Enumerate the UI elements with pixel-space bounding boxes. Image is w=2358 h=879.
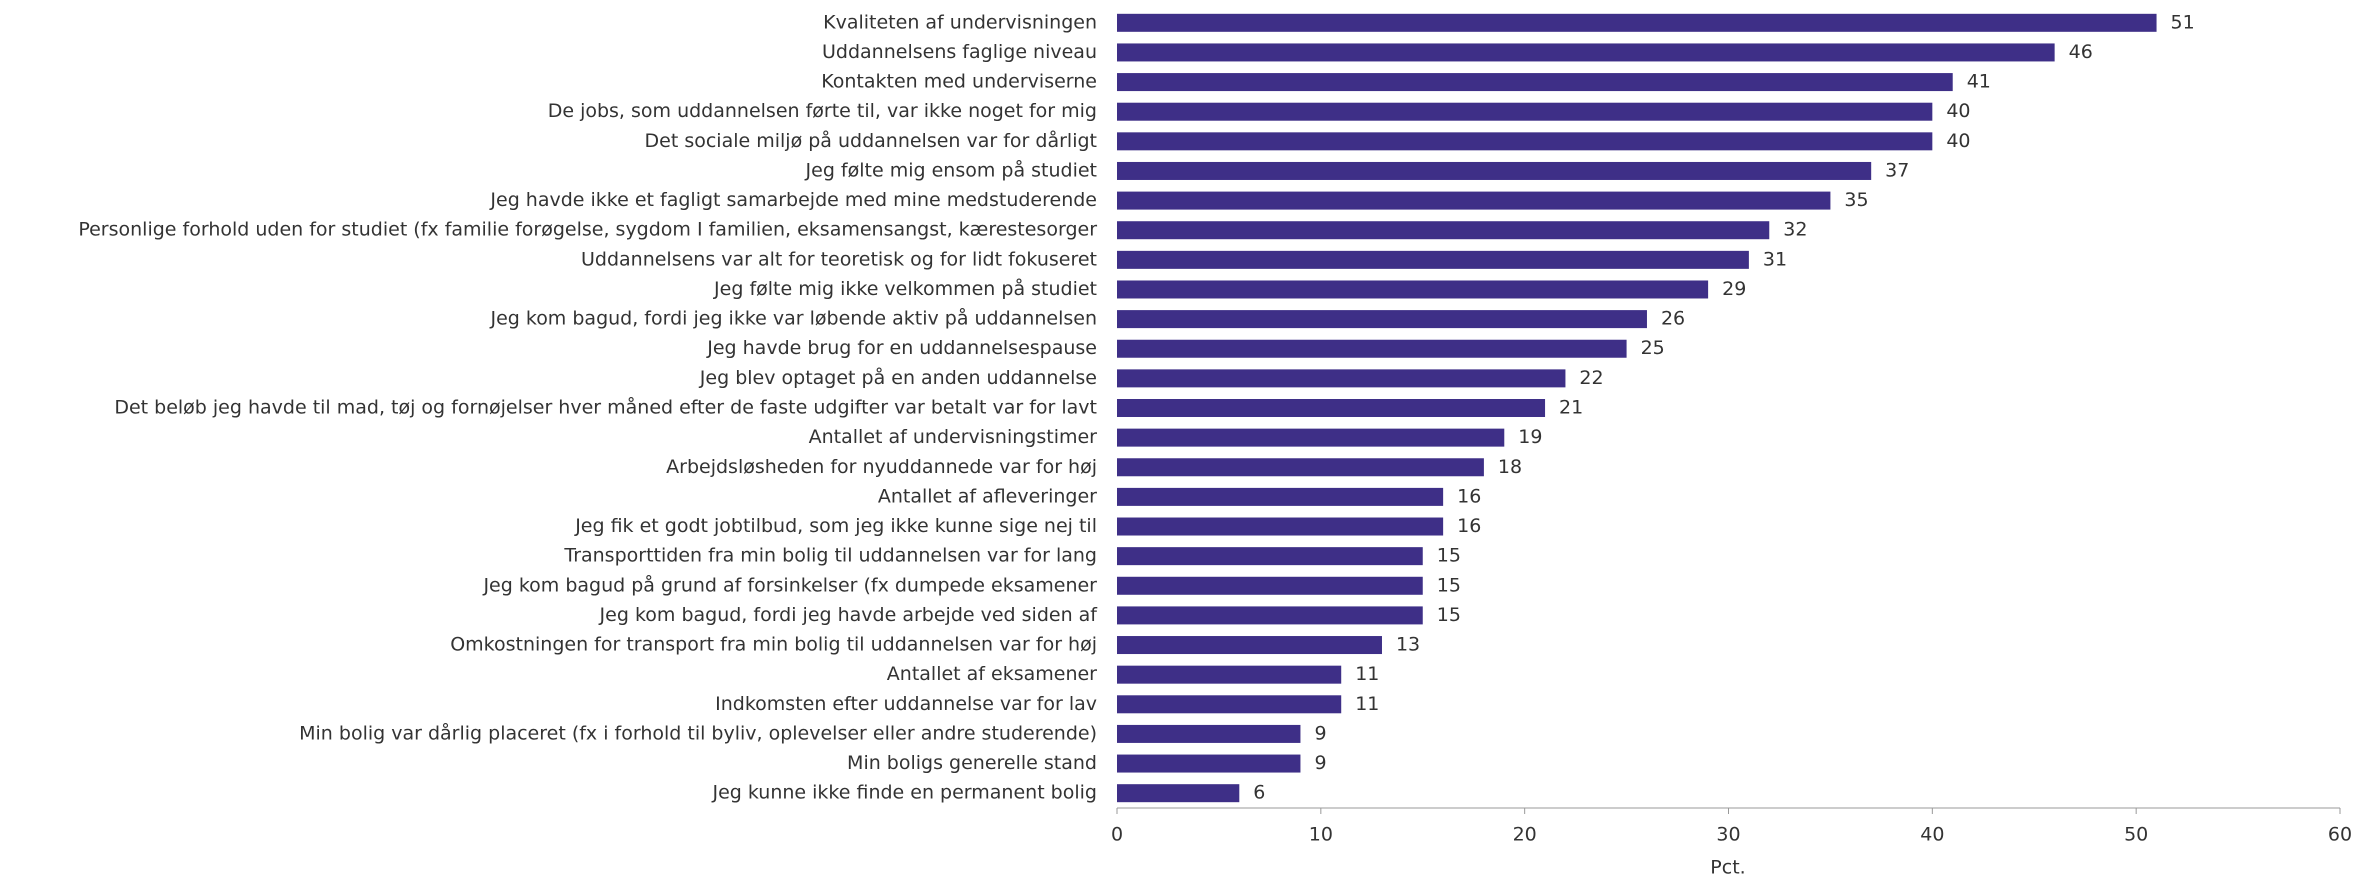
- bar: [1117, 517, 1444, 536]
- y-tick-label: Det beløb jeg havde til mad, tøj og forn…: [114, 396, 1097, 419]
- y-tick-label: Transporttiden fra min bolig til uddanne…: [563, 545, 1097, 567]
- bar: [1117, 221, 1770, 240]
- y-tick-label: Min bolig var dårlig placeret (fx i forh…: [299, 721, 1097, 744]
- y-tick-label: Jeg følte mig ensom på studiet: [805, 158, 1097, 181]
- bar: [1117, 636, 1382, 655]
- bar: [1117, 784, 1240, 803]
- x-tick-label: 40: [1920, 824, 1944, 846]
- bar: [1117, 43, 2055, 62]
- value-label: 29: [1722, 278, 1746, 300]
- bar: [1117, 102, 1933, 121]
- y-tick-label: Kontakten med underviserne: [821, 71, 1097, 93]
- y-tick-label: De jobs, som uddannelsen førte til, var …: [548, 100, 1097, 122]
- y-tick-label: Min boligs generelle stand: [847, 752, 1097, 774]
- bar: [1117, 132, 1933, 151]
- value-label: 16: [1457, 515, 1481, 537]
- bar: [1117, 428, 1505, 447]
- bar: [1117, 280, 1709, 299]
- y-tick-label: Arbejdsløsheden for nyuddannede var for …: [666, 456, 1097, 478]
- y-tick-label: Det sociale miljø på uddannelsen var for…: [645, 129, 1097, 152]
- value-label: 11: [1355, 663, 1379, 685]
- y-tick-label: Omkostningen for transport fra min bolig…: [450, 634, 1097, 656]
- bar: [1117, 487, 1444, 506]
- value-label: 25: [1641, 337, 1665, 359]
- value-label: 13: [1396, 634, 1420, 656]
- bar: [1117, 547, 1423, 566]
- x-tick-label: 30: [1716, 824, 1740, 846]
- bar: [1117, 73, 1953, 92]
- y-tick-label: Jeg blev optaget på en anden uddannelse: [699, 366, 1097, 389]
- y-tick-label: Antallet af undervisningstimer: [809, 426, 1098, 448]
- value-label: 22: [1579, 367, 1603, 389]
- value-label: 35: [1844, 189, 1868, 211]
- x-tick-label: 50: [2124, 824, 2148, 846]
- value-label: 15: [1437, 545, 1461, 567]
- x-tick-label: 0: [1111, 824, 1123, 846]
- value-label: 37: [1885, 159, 1909, 181]
- value-label: 16: [1457, 485, 1481, 507]
- bar: [1117, 310, 1647, 329]
- y-tick-label: Indkomsten efter uddannelse var for lav: [715, 693, 1097, 715]
- y-tick-label: Jeg følte mig ikke velkommen på studiet: [713, 277, 1097, 300]
- bar: [1117, 606, 1423, 625]
- y-tick-label: Jeg kom bagud på grund af forsinkelser (…: [482, 573, 1097, 596]
- y-tick-label: Jeg kunne ikke finde en permanent bolig: [711, 782, 1097, 804]
- y-tick-label: Kvaliteten af undervisningen: [823, 11, 1097, 33]
- value-label: 11: [1355, 693, 1379, 715]
- value-label: 51: [2171, 11, 2195, 33]
- value-label: 32: [1783, 219, 1807, 241]
- y-tick-label: Jeg havde ikke et fagligt samarbejde med…: [489, 189, 1097, 211]
- x-tick-label: 60: [2328, 824, 2352, 846]
- x-tick-label: 10: [1309, 824, 1333, 846]
- x-axis-label: Pct.: [1710, 857, 1745, 879]
- value-label: 15: [1437, 574, 1461, 596]
- value-label: 15: [1437, 604, 1461, 626]
- y-tick-label: Uddannelsens faglige niveau: [822, 41, 1097, 63]
- value-label: 6: [1253, 782, 1265, 804]
- value-label: 9: [1314, 722, 1326, 744]
- value-label: 40: [1946, 100, 1970, 122]
- value-label: 19: [1518, 426, 1542, 448]
- value-label: 46: [2069, 41, 2093, 63]
- y-tick-label: Jeg kom bagud, fordi jeg ikke var løbend…: [489, 307, 1097, 330]
- value-label: 31: [1763, 248, 1787, 270]
- value-label: 9: [1314, 752, 1326, 774]
- bar: [1117, 695, 1342, 714]
- value-label: 26: [1661, 308, 1685, 330]
- y-tick-label: Personlige forhold uden for studiet (fx …: [78, 219, 1097, 241]
- y-tick-label: Jeg fik et godt jobtilbud, som jeg ikke …: [574, 515, 1097, 537]
- bar: [1117, 191, 1831, 210]
- bar: [1117, 458, 1484, 477]
- value-label: 18: [1498, 456, 1522, 478]
- bar: [1117, 399, 1546, 417]
- value-label: 41: [1967, 71, 1991, 93]
- bar: [1117, 161, 1872, 180]
- bar: [1117, 576, 1423, 595]
- y-tick-label: Uddannelsens var alt for teoretisk og fo…: [581, 248, 1097, 270]
- y-tick-label: Jeg havde brug for en uddannelsespause: [706, 337, 1097, 359]
- bar: [1117, 339, 1627, 358]
- bar: [1117, 13, 2157, 32]
- value-label: 21: [1559, 397, 1583, 419]
- y-tick-label: Antallet af eksamener: [887, 663, 1097, 685]
- y-tick-label: Jeg kom bagud, fordi jeg havde arbejde v…: [599, 604, 1099, 626]
- bar: [1117, 250, 1749, 269]
- value-label: 40: [1946, 130, 1970, 152]
- bar: [1117, 754, 1301, 773]
- bar: [1117, 665, 1342, 684]
- y-tick-label: Antallet af afleveringer: [878, 485, 1097, 507]
- bar: [1117, 369, 1566, 388]
- x-tick-label: 20: [1513, 824, 1537, 846]
- bar: [1117, 724, 1301, 743]
